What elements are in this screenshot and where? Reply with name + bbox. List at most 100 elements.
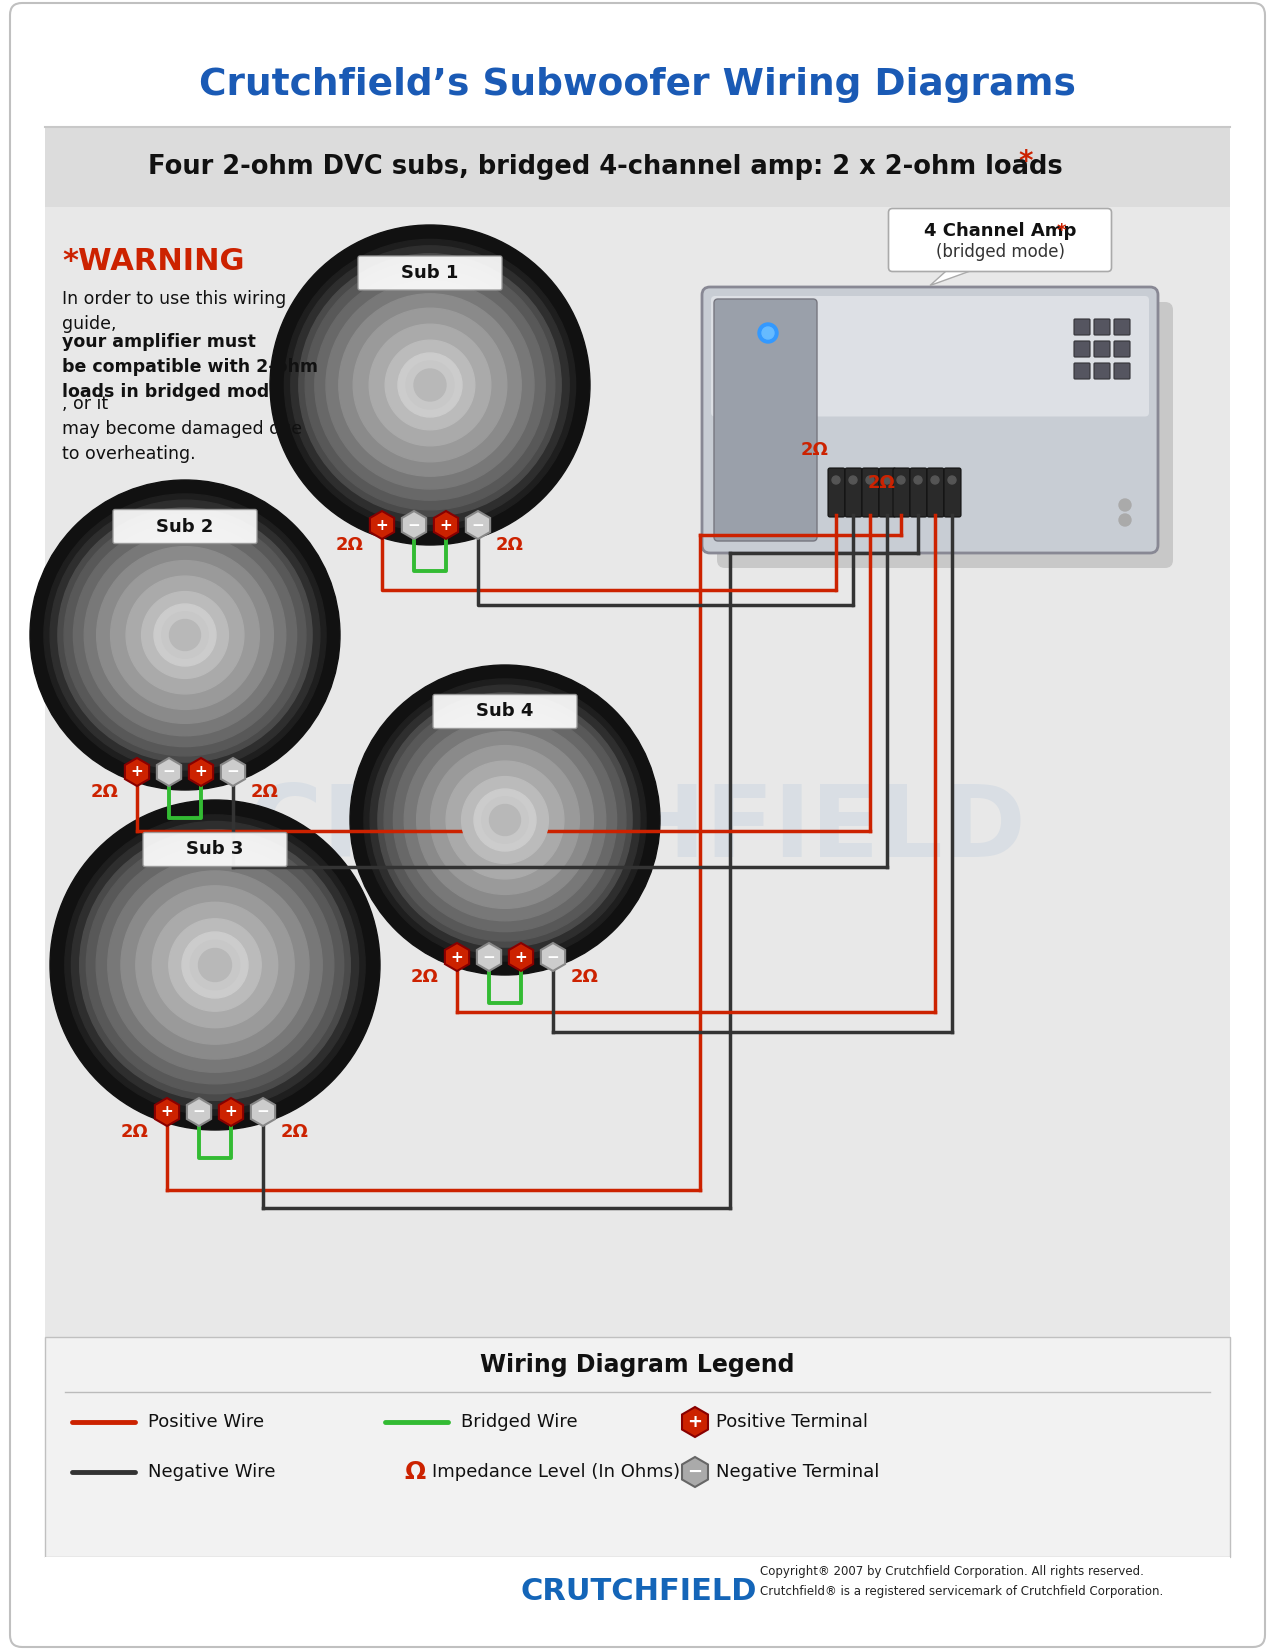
Circle shape [339,294,521,477]
Text: (bridged mode): (bridged mode) [936,243,1065,261]
Text: your amplifier must
be compatible with 2-ohm
loads in bridged mode: your amplifier must be compatible with 2… [62,333,317,401]
Text: +: + [450,949,463,965]
Circle shape [50,500,320,771]
Text: +: + [130,764,143,779]
Text: −: − [227,764,240,779]
Polygon shape [125,757,149,785]
Text: Negative Wire: Negative Wire [148,1464,275,1482]
Circle shape [370,323,491,446]
Text: −: − [547,949,560,965]
Circle shape [65,815,365,1115]
Text: Sub 3: Sub 3 [186,840,244,858]
Text: Ω: Ω [404,1460,426,1483]
FancyBboxPatch shape [944,469,961,516]
Circle shape [762,327,774,338]
FancyBboxPatch shape [892,469,910,516]
Circle shape [291,246,569,525]
FancyBboxPatch shape [862,469,878,516]
Circle shape [142,592,228,678]
Circle shape [284,239,575,531]
Circle shape [87,837,344,1094]
Circle shape [898,475,905,483]
Bar [45,127,1230,206]
FancyBboxPatch shape [1094,363,1111,380]
Circle shape [417,731,593,909]
FancyBboxPatch shape [717,302,1173,568]
Text: Impedance Level (In Ohms): Impedance Level (In Ohms) [432,1464,680,1482]
FancyBboxPatch shape [714,299,817,541]
Circle shape [168,919,261,1011]
FancyBboxPatch shape [1114,318,1130,335]
FancyBboxPatch shape [878,469,896,516]
Text: +: + [376,518,389,533]
Circle shape [152,903,278,1028]
FancyBboxPatch shape [827,469,845,516]
Text: Sub 2: Sub 2 [157,518,214,536]
Circle shape [884,475,891,483]
Text: −: − [687,1464,703,1482]
Circle shape [97,546,273,723]
FancyBboxPatch shape [703,287,1158,553]
Circle shape [50,800,380,1130]
Circle shape [315,271,546,500]
Polygon shape [221,757,245,785]
Polygon shape [370,512,394,540]
Text: Four 2-ohm DVC subs, bridged 4-channel amp: 2 x 2-ohm loads: Four 2-ohm DVC subs, bridged 4-channel a… [148,153,1062,180]
Circle shape [370,685,640,955]
Circle shape [759,323,778,343]
Circle shape [363,678,646,960]
Text: −: − [408,518,421,533]
Circle shape [108,858,323,1072]
Polygon shape [219,1097,244,1125]
Text: −: − [472,518,484,533]
Text: Positive Wire: Positive Wire [148,1412,264,1431]
Text: −: − [483,949,496,965]
FancyBboxPatch shape [845,469,862,516]
Text: Positive Terminal: Positive Terminal [717,1412,868,1431]
FancyBboxPatch shape [889,208,1112,272]
Polygon shape [402,512,426,540]
Circle shape [162,612,208,658]
Text: Sub 1: Sub 1 [402,264,459,282]
Polygon shape [434,512,458,540]
Text: 2Ω: 2Ω [121,1124,149,1142]
Circle shape [57,508,312,762]
Circle shape [136,886,295,1044]
Bar [45,1558,1230,1635]
Circle shape [111,561,259,710]
Circle shape [1119,498,1131,512]
Text: −: − [256,1104,269,1119]
Polygon shape [929,267,980,285]
Circle shape [199,949,232,982]
Text: *: * [1057,223,1066,239]
FancyBboxPatch shape [1074,363,1090,380]
Text: 2Ω: 2Ω [496,536,524,554]
Polygon shape [187,1097,212,1125]
Text: Bridged Wire: Bridged Wire [462,1412,578,1431]
FancyBboxPatch shape [358,256,502,290]
Circle shape [866,475,873,483]
Circle shape [414,370,446,401]
Text: 2Ω: 2Ω [411,969,439,987]
Circle shape [154,604,215,667]
Circle shape [326,280,534,488]
Circle shape [80,830,351,1101]
Circle shape [377,693,632,947]
Text: +: + [224,1104,237,1119]
FancyBboxPatch shape [1114,363,1130,380]
Circle shape [849,475,857,483]
Polygon shape [541,944,565,970]
Text: +: + [161,1104,173,1119]
Circle shape [71,822,358,1109]
Circle shape [353,309,506,462]
Text: −: − [193,1104,205,1119]
Text: 2Ω: 2Ω [280,1124,309,1142]
Circle shape [31,480,340,790]
Text: −: − [163,764,176,779]
Circle shape [385,340,474,429]
Circle shape [182,932,249,998]
Circle shape [490,805,520,835]
Polygon shape [465,512,490,540]
FancyBboxPatch shape [1094,342,1111,356]
Text: In order to use this wiring
guide,: In order to use this wiring guide, [62,290,287,333]
